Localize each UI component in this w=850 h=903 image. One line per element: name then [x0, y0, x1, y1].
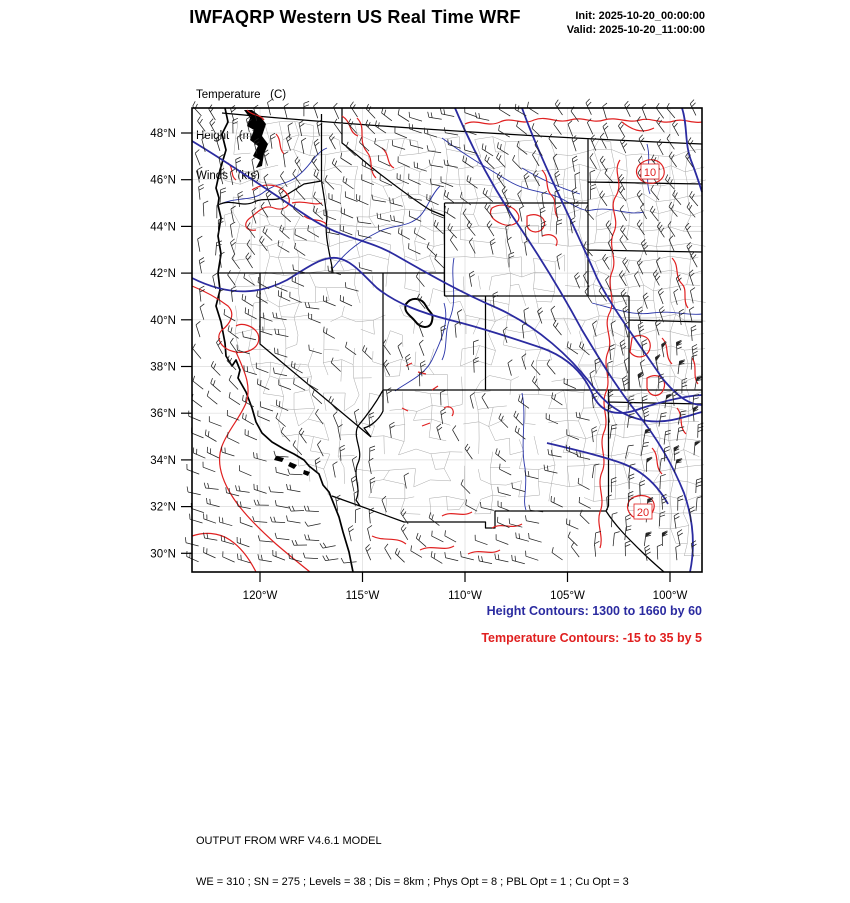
lon-tick-label: 115°W [346, 590, 380, 602]
lat-tick-label: 32°N [150, 502, 176, 514]
lat-tick-label: 42°N [150, 268, 176, 280]
lat-tick-label: 34°N [150, 455, 176, 467]
lat-tick-label: 40°N [150, 315, 176, 327]
lon-tick-label: 120°W [243, 590, 278, 602]
wrf-map: 10 20 48°N 46°N 44°N 42°N 40°N 38°N 36°N 34°N 32°N… [150, 98, 706, 602]
lat-tick-label: 48°N [150, 128, 176, 140]
timestamps: Init: 2025-10-20_00:00:00 Valid: 2025-10… [567, 9, 705, 37]
lon-tick-label: 100°W [653, 590, 688, 602]
lat-tick-label: 44°N [150, 221, 176, 233]
plot-title: IWFAQRP Western US Real Time WRF [189, 7, 521, 27]
footer-config-line: WE = 310 ; SN = 275 ; Levels = 38 ; Dis … [196, 875, 629, 888]
lat-tick-label: 46°N [150, 175, 176, 187]
temperature-contours [191, 109, 703, 573]
state-borders [217, 108, 703, 573]
lat-tick-label: 38°N [150, 362, 176, 374]
wind-barbs [185, 98, 704, 565]
contour-value-label: 10 [644, 167, 656, 179]
valid-time: Valid: 2025-10-20_11:00:00 [566, 24, 705, 36]
coastline [215, 107, 354, 573]
variable-legend: Temperature (C) Height (m) Winds (kts) [196, 62, 286, 197]
temperature-contour-info: Temperature Contours: -15 to 35 by 5 [481, 631, 702, 645]
puget-sound [244, 110, 268, 168]
height-contour-info: Height Contours: 1300 to 1660 by 60 [486, 604, 702, 618]
contour-value-label: 20 [637, 507, 649, 519]
lat-tick-label: 36°N [150, 408, 176, 420]
lon-tick-label: 110°W [448, 590, 482, 602]
variable-temperature: Temperature (C) [196, 89, 287, 101]
footer-model-line: OUTPUT FROM WRF V4.6.1 MODEL [196, 835, 382, 847]
footer: OUTPUT FROM WRF V4.6.1 MODEL WE = 310 ; … [196, 808, 629, 903]
contour-label-box [633, 503, 653, 520]
lon-tick-label: 105°W [550, 590, 585, 602]
init-time: Init: 2025-10-20_00:00:00 [575, 10, 705, 22]
height-contours [191, 107, 703, 573]
contour-label-box [640, 163, 660, 180]
great-salt-lake [404, 298, 434, 328]
lat-tick-label: 30°N [150, 548, 176, 560]
map-frame [191, 107, 703, 573]
channel-islands [274, 456, 310, 476]
